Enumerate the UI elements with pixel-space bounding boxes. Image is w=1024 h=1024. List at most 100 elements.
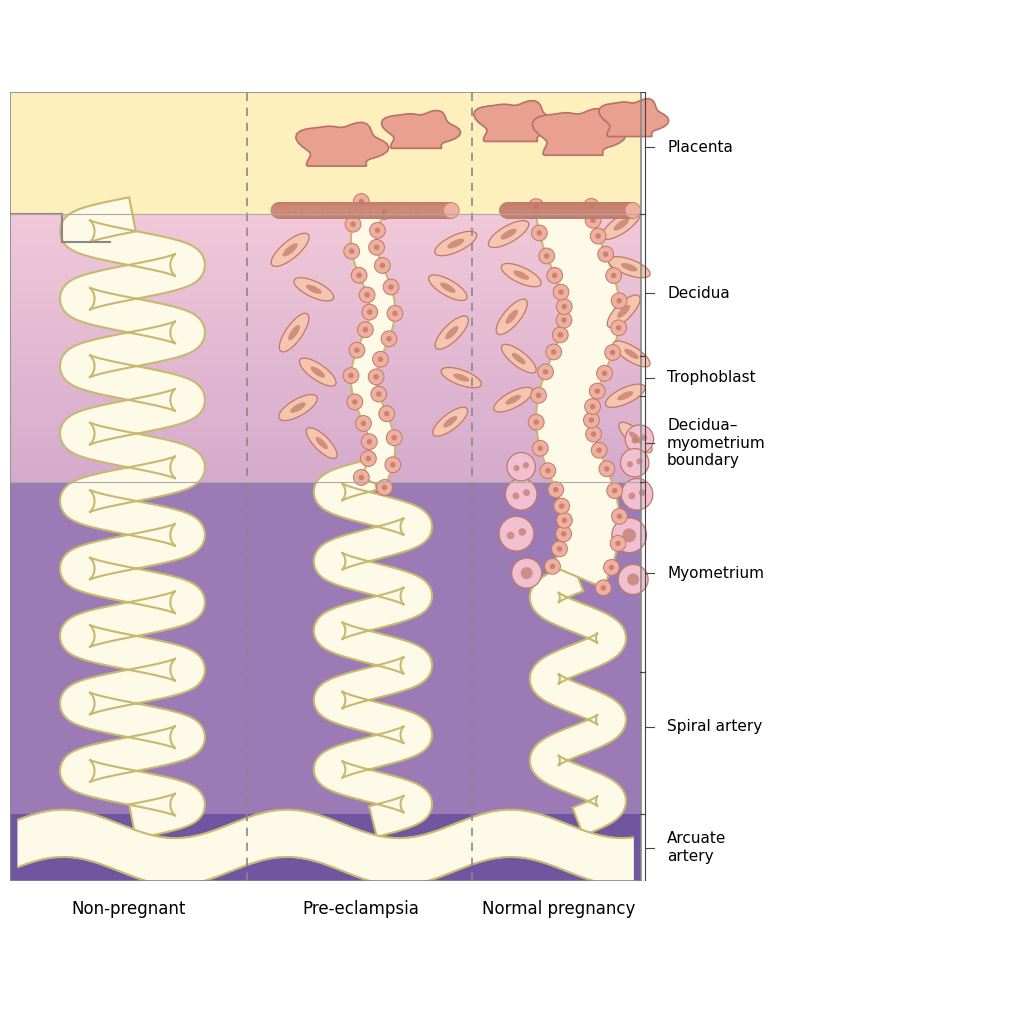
Circle shape	[553, 285, 569, 300]
Circle shape	[316, 203, 332, 218]
Circle shape	[367, 203, 383, 218]
Circle shape	[539, 248, 555, 264]
Circle shape	[379, 203, 394, 218]
Bar	[10, 397, 641, 402]
Circle shape	[420, 203, 435, 218]
Text: Spiral artery: Spiral artery	[667, 720, 762, 734]
Ellipse shape	[291, 402, 306, 413]
Bar	[10, 286, 641, 291]
Circle shape	[615, 203, 631, 218]
Polygon shape	[502, 263, 541, 287]
Circle shape	[513, 203, 528, 218]
Circle shape	[397, 203, 413, 218]
Circle shape	[587, 203, 603, 218]
Bar	[10, 322, 641, 326]
Circle shape	[443, 203, 459, 218]
Circle shape	[575, 203, 591, 218]
Circle shape	[326, 203, 342, 218]
Circle shape	[392, 310, 397, 316]
Circle shape	[356, 272, 361, 279]
Circle shape	[538, 203, 553, 218]
Bar	[10, 304, 641, 308]
Circle shape	[319, 203, 336, 218]
Circle shape	[516, 203, 532, 218]
Circle shape	[385, 457, 400, 473]
Circle shape	[429, 203, 445, 218]
Circle shape	[375, 227, 380, 233]
Circle shape	[509, 203, 524, 218]
Circle shape	[347, 203, 364, 218]
Circle shape	[284, 203, 300, 218]
Text: Decidua–
myometrium
boundary: Decidua– myometrium boundary	[667, 418, 766, 468]
Circle shape	[535, 203, 550, 218]
Circle shape	[542, 203, 557, 218]
Bar	[10, 348, 641, 353]
Circle shape	[568, 203, 585, 218]
Circle shape	[356, 203, 372, 218]
Circle shape	[385, 203, 400, 218]
Circle shape	[442, 203, 459, 218]
Circle shape	[607, 482, 623, 499]
Circle shape	[314, 203, 330, 218]
Circle shape	[612, 203, 628, 218]
Circle shape	[306, 203, 323, 218]
Circle shape	[432, 203, 447, 218]
Circle shape	[544, 253, 550, 259]
Circle shape	[555, 203, 570, 218]
Circle shape	[626, 425, 653, 454]
Circle shape	[421, 203, 436, 218]
Circle shape	[558, 290, 564, 295]
Circle shape	[534, 203, 549, 218]
Circle shape	[435, 203, 451, 218]
Bar	[10, 469, 641, 473]
Circle shape	[579, 203, 594, 218]
Circle shape	[412, 203, 428, 218]
Circle shape	[549, 203, 564, 218]
Circle shape	[336, 203, 352, 218]
Circle shape	[520, 567, 532, 580]
Circle shape	[408, 203, 424, 218]
Circle shape	[613, 203, 629, 218]
Circle shape	[570, 203, 586, 218]
Circle shape	[605, 203, 621, 218]
Circle shape	[439, 203, 455, 218]
Circle shape	[358, 203, 374, 218]
Ellipse shape	[629, 431, 642, 443]
Circle shape	[586, 203, 601, 218]
Circle shape	[620, 203, 636, 218]
Circle shape	[327, 203, 342, 218]
Bar	[10, 291, 641, 295]
Circle shape	[528, 203, 545, 218]
Circle shape	[553, 487, 558, 493]
Circle shape	[429, 203, 444, 218]
Circle shape	[610, 319, 627, 336]
Circle shape	[348, 373, 353, 378]
Circle shape	[370, 222, 385, 239]
Polygon shape	[602, 210, 641, 240]
Circle shape	[500, 203, 515, 218]
Circle shape	[345, 203, 360, 218]
Polygon shape	[429, 274, 467, 300]
Circle shape	[614, 203, 630, 218]
Circle shape	[564, 203, 580, 218]
Circle shape	[546, 344, 561, 359]
Circle shape	[425, 203, 441, 218]
Circle shape	[406, 203, 421, 218]
Bar	[10, 250, 641, 255]
Circle shape	[527, 203, 543, 218]
Circle shape	[544, 203, 559, 218]
Polygon shape	[294, 278, 334, 301]
Circle shape	[380, 203, 395, 218]
Circle shape	[606, 267, 622, 284]
Circle shape	[528, 415, 544, 430]
Circle shape	[280, 203, 295, 218]
Circle shape	[401, 203, 418, 218]
Circle shape	[584, 413, 599, 428]
Ellipse shape	[617, 305, 630, 317]
Circle shape	[368, 203, 383, 218]
Circle shape	[552, 203, 567, 218]
Circle shape	[360, 421, 367, 426]
Text: Arcuate
artery: Arcuate artery	[667, 831, 726, 863]
Polygon shape	[351, 202, 395, 487]
Circle shape	[388, 203, 403, 218]
